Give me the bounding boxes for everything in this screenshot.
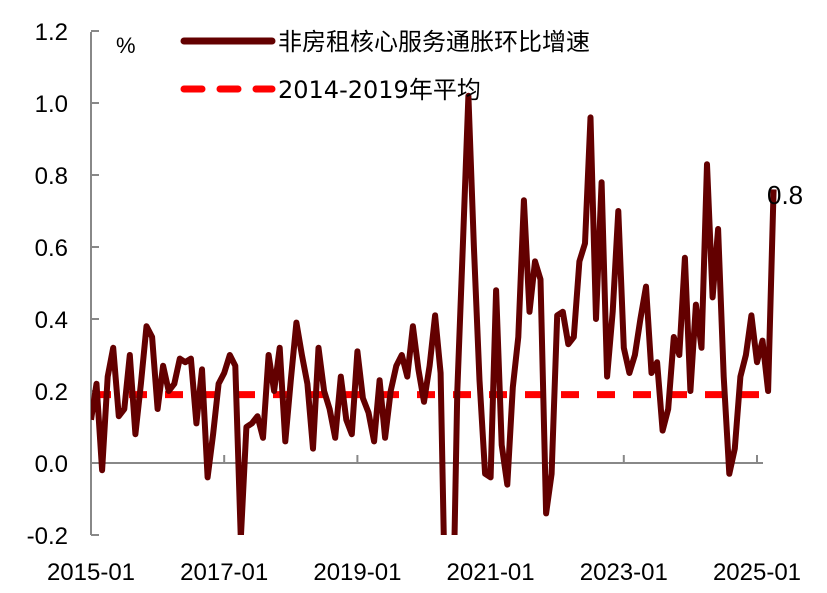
x-tick-label: 2023-01 [580, 559, 668, 586]
y-tick-label: 0.6 [35, 235, 68, 262]
x-tick-label: 2015-01 [47, 559, 135, 586]
legend-label-series: 非房租核心服务通胀环比增速 [278, 28, 590, 56]
y-unit-label: % [116, 33, 136, 58]
x-tick-label: 2017-01 [180, 559, 268, 586]
x-axis: 2015-01 2017-01 2019-01 2021-01 2023-01 2025-… [47, 455, 801, 586]
x-tick-label: 2021-01 [447, 559, 535, 586]
y-tick-label: 0.8 [35, 163, 68, 190]
legend: 非房租核心服务通胀环比增速 2014-2019年平均 [180, 28, 590, 104]
end-value-label: 0.8 [767, 180, 803, 210]
x-tick-label: 2025-01 [713, 559, 801, 586]
y-axis: 1.2 1.0 0.8 0.6 0.4 0.2 0.0 -0.2 [27, 19, 99, 550]
x-tick-label: 2019-01 [313, 559, 401, 586]
y-tick-label: -0.2 [27, 523, 68, 550]
y-tick-label: 0.2 [35, 379, 68, 406]
y-tick-label: 0.4 [35, 307, 68, 334]
y-tick-label: 1.2 [35, 19, 68, 46]
legend-label-average: 2014-2019年平均 [278, 76, 481, 104]
y-tick-label: 0.0 [35, 451, 68, 478]
y-tick-label: 1.0 [35, 91, 68, 118]
series-line [91, 92, 777, 535]
